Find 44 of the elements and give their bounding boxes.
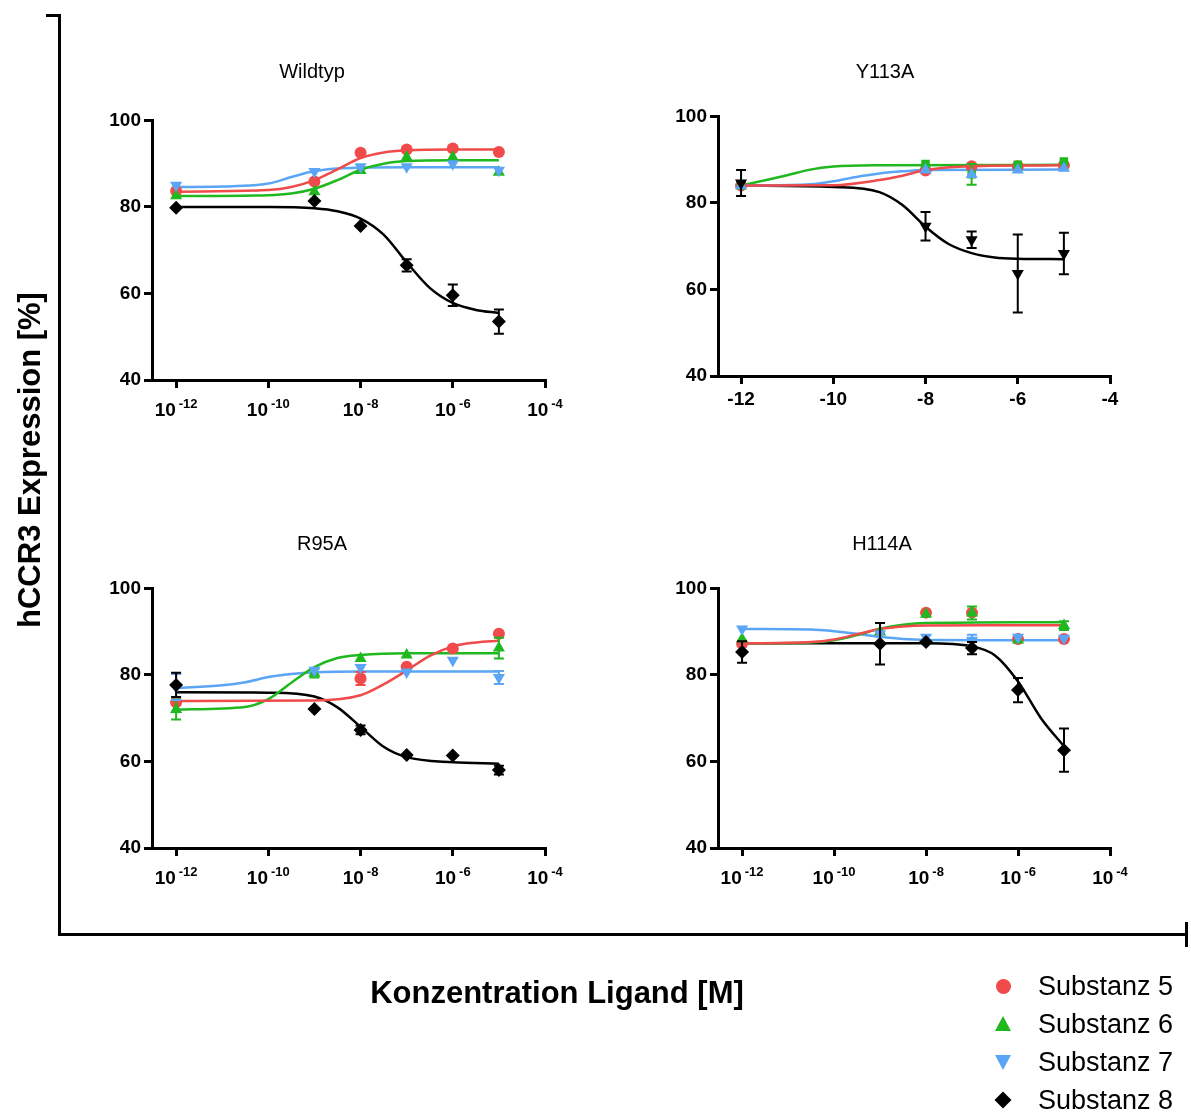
y-tick-label: 40: [685, 364, 707, 386]
point: [399, 747, 414, 762]
y-tick-label: 80: [119, 663, 141, 685]
legend-label: Substanz 8: [1037, 1084, 1173, 1116]
point: [308, 184, 321, 196]
point: [446, 642, 459, 655]
y-tick-label: 80: [685, 663, 707, 685]
legend-label: Substanz 7: [1037, 1046, 1173, 1078]
legend-label: Substanz 5: [1037, 970, 1173, 1002]
point: [353, 218, 368, 233]
point: [307, 702, 322, 717]
y-tick-label: 100: [109, 576, 141, 598]
chart-title: Y113A: [855, 60, 915, 83]
y-tick-label: 40: [685, 836, 707, 858]
x-tick-label: -12: [727, 387, 755, 409]
x-tick-label: -4: [1101, 387, 1119, 409]
point: [354, 651, 367, 662]
y-tick-label: 60: [119, 281, 141, 303]
y-tick-label: 60: [119, 749, 141, 771]
y-tick-label: 100: [675, 576, 707, 598]
point: [492, 145, 505, 158]
y-tick-label: 80: [685, 191, 707, 213]
chart-title: H114A: [852, 532, 912, 555]
y-tick-label: 60: [685, 277, 707, 299]
chart-title: Wildtyp: [279, 60, 345, 83]
y-tick-label: 40: [119, 368, 141, 390]
legend-label: Substanz 6: [1037, 1008, 1173, 1040]
y-tick-label: 100: [109, 108, 141, 130]
y-axis-title: hCCR3 Expression [%]: [12, 292, 48, 628]
point: [400, 150, 413, 161]
x-tick-label: -8: [917, 387, 934, 409]
point: [400, 648, 413, 659]
point: [307, 193, 322, 208]
y-tick-label: 40: [119, 836, 141, 858]
x-tick-label: -10: [819, 387, 848, 409]
point: [445, 748, 460, 763]
y-tick-label: 100: [675, 104, 707, 126]
y-tick-label: 80: [119, 195, 141, 217]
x-axis-title: Konzentration Ligand [M]: [370, 975, 744, 1011]
chart-title: R95A: [296, 532, 348, 555]
y-tick-label: 60: [685, 749, 707, 771]
x-tick-label: -6: [1009, 387, 1027, 409]
point: [919, 635, 934, 650]
point: [354, 146, 367, 159]
